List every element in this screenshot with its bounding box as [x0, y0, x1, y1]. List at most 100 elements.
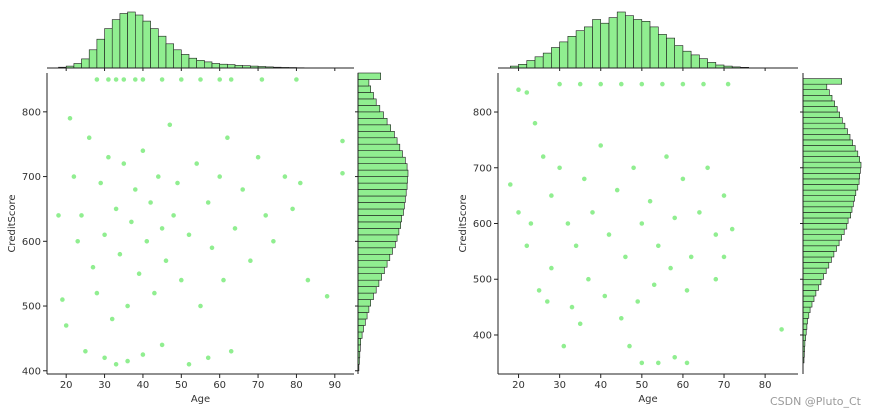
x-hist-bar	[542, 52, 552, 69]
y-hist-bar	[802, 106, 838, 113]
scatter-point	[101, 231, 108, 238]
scatter-point	[536, 287, 542, 294]
scatter-point	[725, 81, 731, 87]
y-hist-bar	[357, 273, 382, 281]
x-tick-label: 70	[718, 380, 731, 391]
scatter-point	[136, 270, 142, 277]
scatter-point	[589, 209, 596, 216]
y-axis-label: CreditScore	[7, 194, 18, 252]
x-hist-bar	[135, 14, 144, 69]
scatter-point	[193, 160, 200, 167]
y-tick-label: 600	[22, 237, 41, 248]
scatter-point	[59, 296, 66, 303]
x-tick-label: 50	[635, 380, 648, 391]
scatter-point	[67, 115, 73, 122]
x-hist-bar	[649, 26, 659, 69]
scatter-point	[614, 187, 621, 193]
scatter-point	[565, 220, 571, 227]
y-hist-bar	[802, 212, 852, 219]
x-hist-bar	[150, 28, 159, 69]
scatter-point	[606, 231, 612, 238]
scatter-point	[704, 164, 711, 171]
x-hist-bar	[551, 47, 560, 69]
x-hist-bar	[616, 11, 626, 69]
scatter-point	[680, 81, 686, 87]
y-hist-bar	[357, 331, 363, 339]
y-hist-bar	[802, 117, 843, 124]
y-hist-bar	[802, 122, 846, 130]
y-hist-bar	[802, 262, 830, 269]
scatter-point	[105, 154, 112, 161]
y-hist-bar	[802, 100, 835, 107]
scatter-point	[597, 81, 604, 87]
x-hist-bar	[674, 45, 684, 69]
y-hist-bar	[357, 247, 393, 255]
x-hist-bar	[600, 22, 610, 69]
y-hist-bar	[802, 312, 810, 319]
x-marginal-histogram-1	[47, 11, 354, 71]
y-hist-bar	[802, 195, 855, 202]
y-hist-bar	[357, 312, 368, 320]
scatter-point	[205, 354, 212, 361]
x-hist-bar	[119, 13, 128, 69]
scatter-point	[139, 147, 146, 154]
scatter-points-1	[55, 76, 346, 368]
scatter-point	[63, 322, 70, 329]
scatter-point	[721, 192, 727, 199]
scatter-point	[339, 170, 346, 177]
y-hist-bar	[357, 105, 381, 113]
y-hist-bar	[802, 245, 837, 252]
scatter-point	[647, 198, 653, 205]
scatter-point	[78, 212, 85, 219]
x-hist-bar	[583, 26, 593, 69]
scatter-point	[655, 242, 662, 249]
y-tick-label: 400	[473, 330, 492, 341]
scatter-point	[663, 153, 670, 160]
scatter-point	[205, 199, 212, 206]
y-axis-label: CreditScore	[458, 194, 469, 252]
x-hist-bar	[181, 54, 190, 69]
scatter-point	[197, 76, 204, 83]
scatter-point	[556, 164, 563, 171]
x-tick-label: 20	[60, 380, 73, 391]
x-hist-bar	[73, 63, 82, 69]
y-hist-bar	[802, 301, 813, 308]
scatter-point	[634, 298, 641, 305]
scatter-point	[163, 257, 169, 264]
x-hist-bar	[96, 38, 105, 69]
y-hist-bar	[357, 98, 377, 106]
scatter-point	[90, 264, 96, 271]
scatter-point	[255, 154, 261, 161]
scatter-point	[239, 186, 246, 193]
x-hist-bar	[188, 57, 197, 69]
scatter-point	[680, 175, 686, 182]
scatter-point	[224, 134, 231, 141]
y-hist-bar	[802, 145, 856, 152]
scatter-point	[712, 276, 719, 283]
y-hist-bar	[357, 72, 382, 80]
scatter-point	[159, 225, 165, 232]
y-marginal-histogram-2	[800, 73, 862, 374]
x-tick-label: 80	[759, 380, 772, 391]
x-hist-bar	[699, 58, 708, 69]
y-hist-bar	[802, 278, 822, 286]
y-hist-bar	[802, 290, 817, 297]
x-hist-bar	[625, 15, 634, 69]
scatter-point	[515, 86, 522, 93]
scatter-point	[507, 181, 514, 188]
scatter-point	[151, 290, 158, 296]
scatter-point	[532, 120, 538, 127]
x-hist-bar	[173, 49, 182, 69]
y-hist-bar	[802, 217, 849, 224]
scatter-point	[700, 81, 707, 87]
x-hist-bar	[211, 63, 220, 69]
y-hist-bar	[357, 221, 402, 229]
scatter-point	[262, 212, 269, 219]
x-tick-label: 60	[213, 380, 226, 391]
y-tick-label: 500	[473, 275, 492, 286]
y-tick-label: 700	[22, 172, 41, 183]
scatter-point	[544, 298, 551, 305]
scatter-point	[186, 361, 192, 368]
y-hist-bar	[357, 124, 392, 132]
scatter-point	[638, 220, 645, 227]
